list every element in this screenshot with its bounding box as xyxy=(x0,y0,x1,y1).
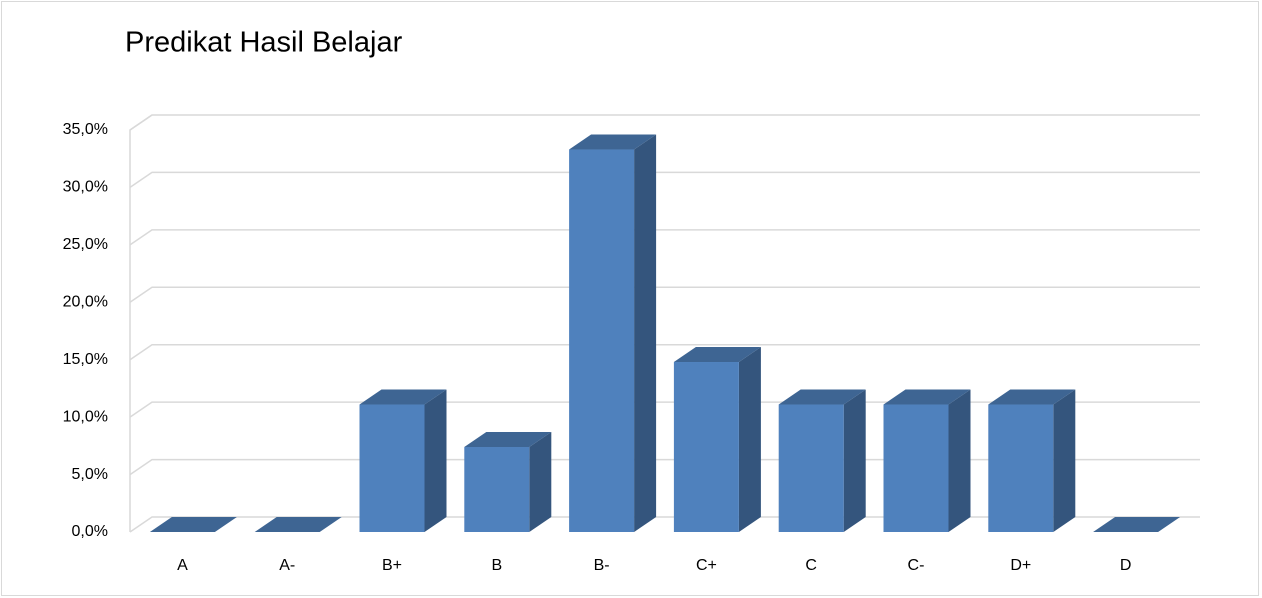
bar-top xyxy=(149,517,237,532)
x-tick-label: D+ xyxy=(1010,557,1031,574)
grid-line xyxy=(129,171,1200,189)
bar-top xyxy=(569,134,657,150)
bar xyxy=(673,362,739,532)
axis-wall xyxy=(129,114,153,532)
chart-title: Predikat Hasil Belajar xyxy=(125,27,403,59)
bar-top xyxy=(673,347,761,363)
x-tick-label: C- xyxy=(908,557,925,574)
x-tick-label: A- xyxy=(279,557,295,574)
y-tick-label: 25,0% xyxy=(63,236,108,253)
bar-side xyxy=(529,432,552,532)
x-tick-label: B+ xyxy=(382,557,402,574)
y-tick-label: 15,0% xyxy=(63,351,108,368)
y-tick-label: 0,0% xyxy=(72,523,108,540)
x-tick-label: A xyxy=(177,557,188,574)
y-tick-label: 35,0% xyxy=(63,121,108,138)
bar xyxy=(988,404,1054,532)
bar-side xyxy=(424,389,447,532)
x-tick-label: B- xyxy=(594,557,610,574)
bar xyxy=(569,149,635,533)
bar xyxy=(359,404,425,532)
bar-side xyxy=(948,389,971,532)
grid-line xyxy=(129,286,1200,303)
bar-top xyxy=(254,517,342,532)
bar-side xyxy=(738,347,761,532)
y-tick-label: 20,0% xyxy=(63,294,108,311)
grid-line xyxy=(129,229,1200,246)
x-tick-label: B xyxy=(491,557,502,574)
bar-top xyxy=(1093,517,1181,532)
y-tick-label: 10,0% xyxy=(63,408,108,425)
bar-top xyxy=(359,389,447,405)
x-tick-label: C xyxy=(805,557,817,574)
bar-side xyxy=(1053,389,1076,532)
bar-top xyxy=(464,432,552,448)
bar-top xyxy=(988,389,1076,405)
x-tick-label: D xyxy=(1120,557,1132,574)
x-tick-label: C+ xyxy=(696,557,717,574)
y-tick-label: 5,0% xyxy=(72,466,108,483)
bar-side xyxy=(634,134,657,533)
grid-line xyxy=(129,343,1200,361)
bar-top xyxy=(883,389,971,405)
bar-top xyxy=(778,389,866,405)
y-tick-label: 30,0% xyxy=(63,179,108,196)
bar xyxy=(883,404,949,532)
bar xyxy=(778,404,844,532)
bar xyxy=(464,447,530,532)
bar-side xyxy=(843,389,866,532)
